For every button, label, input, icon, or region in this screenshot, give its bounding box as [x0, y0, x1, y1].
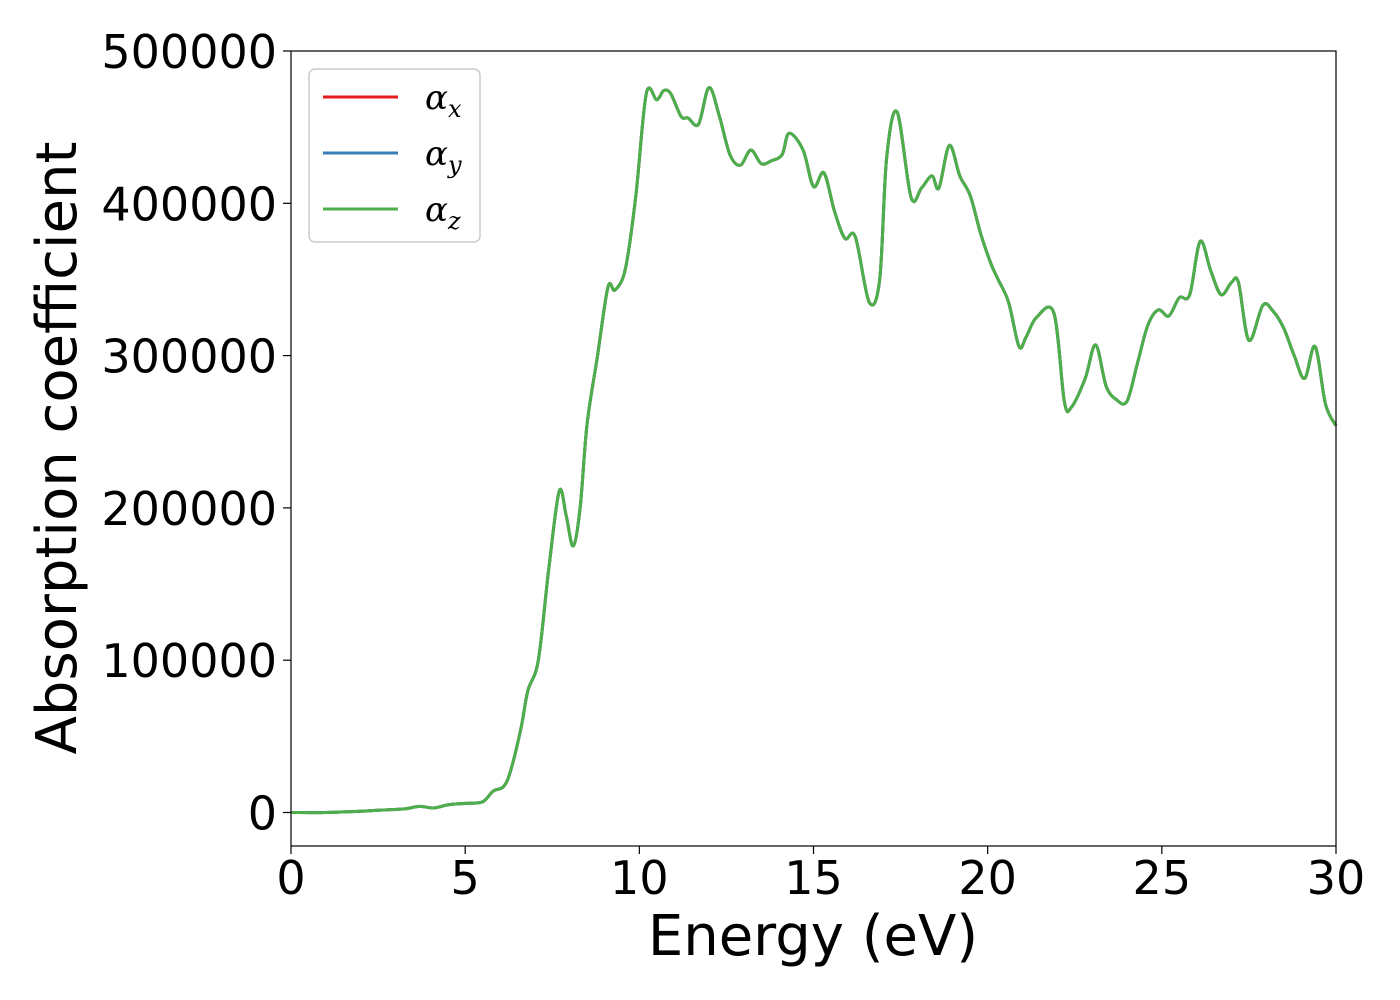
y-tick-label: 500000	[101, 25, 277, 79]
x-tick-label: 5	[451, 851, 480, 905]
legend-label: αy	[425, 134, 462, 179]
legend-box	[308, 68, 481, 243]
y-axis-label: Absorption coefficient	[25, 142, 90, 755]
x-tick-label: 0	[276, 851, 305, 905]
y-tick-label: 100000	[101, 634, 277, 688]
x-tick-label: 30	[1307, 851, 1366, 905]
y-tick-label: 400000	[101, 177, 277, 231]
legend: αx αy αz	[308, 68, 481, 243]
y-tick-label: 0	[248, 786, 277, 840]
series-lines	[290, 86, 1338, 815]
x-tick-label: 10	[610, 851, 669, 905]
x-axis-ticks: 0 5 10 15 20 25 30	[276, 846, 1365, 905]
x-tick-label: 15	[784, 851, 843, 905]
series-line-z	[290, 86, 1338, 815]
x-tick-label: 25	[1133, 851, 1192, 905]
x-tick-label: 20	[958, 851, 1017, 905]
y-tick-label: 200000	[101, 482, 277, 536]
legend-label: αx	[425, 78, 462, 123]
x-axis-label: Energy (eV)	[648, 904, 978, 969]
y-tick-label: 300000	[101, 330, 277, 384]
y-axis-ticks: 0 100000 200000 300000 400000 500000	[101, 25, 291, 840]
legend-label: αz	[425, 190, 461, 235]
